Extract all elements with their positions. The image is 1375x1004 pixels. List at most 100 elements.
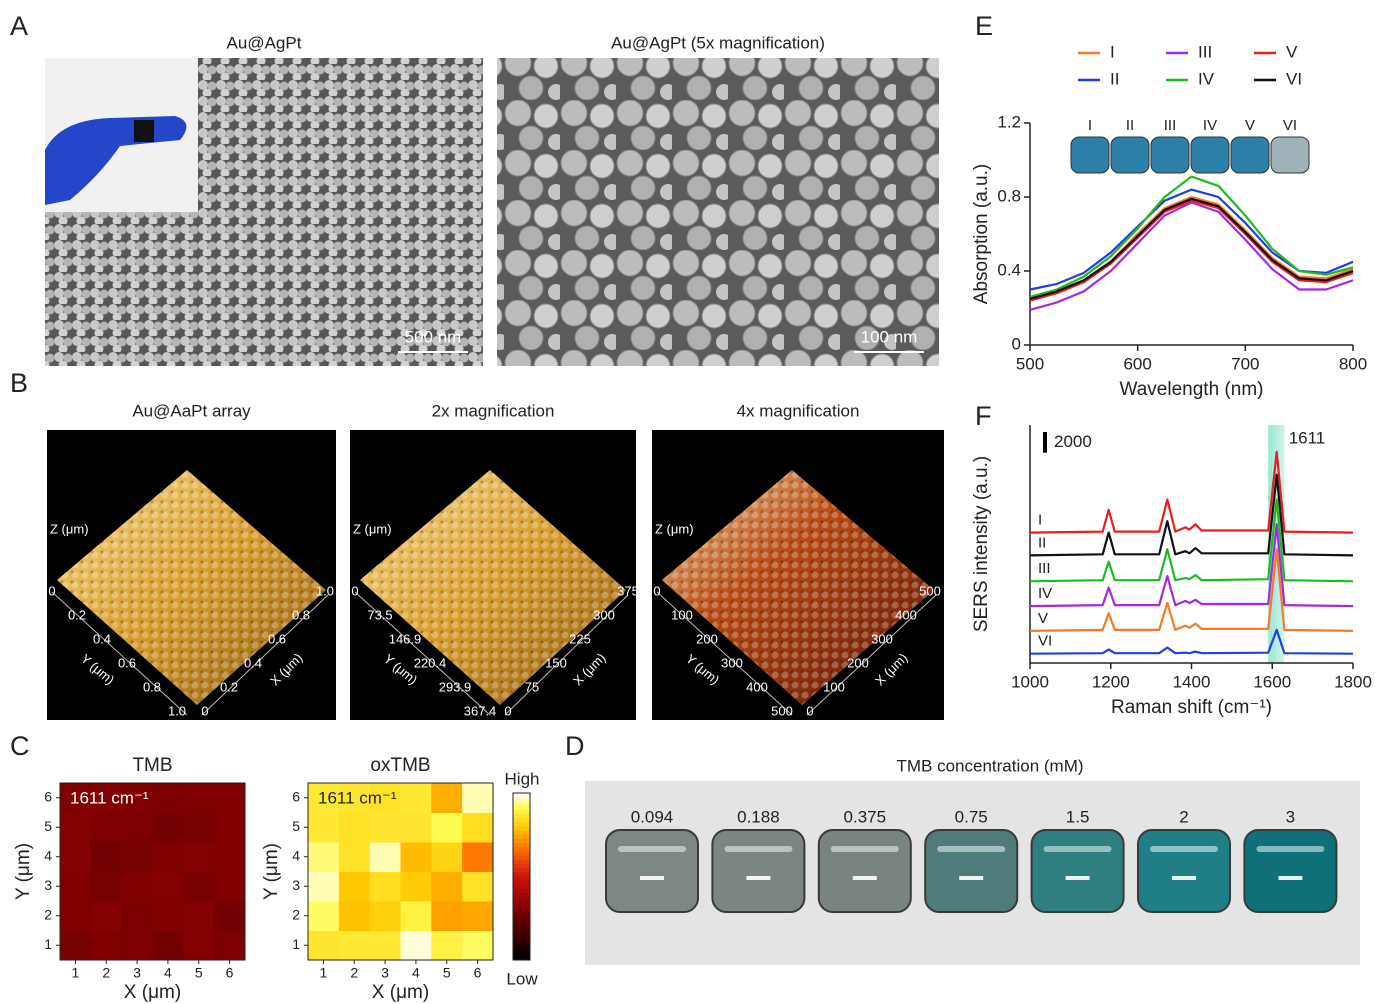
colorbar-segment: [513, 860, 530, 865]
vial-label: IV: [1203, 117, 1217, 134]
tick-label: 400: [895, 607, 917, 622]
tick-label: 100: [671, 607, 693, 622]
tick-label: 146.9: [389, 631, 422, 646]
heatmap-cell: [91, 872, 122, 902]
heatmap-cell: [339, 842, 370, 872]
concentration-label: 3: [1286, 807, 1295, 826]
heatmap-cell: [91, 931, 122, 961]
series-line: [1030, 630, 1353, 654]
heatmap-cell: [339, 901, 370, 931]
y-tick-label: 4: [292, 847, 300, 863]
y-tick-label: 6: [44, 788, 52, 804]
chart-title: oxTMB: [370, 755, 430, 776]
heatmap-cell: [401, 901, 432, 931]
vial-mark: [640, 876, 664, 880]
colorbar-segment: [513, 914, 530, 919]
heatmap-cell: [60, 931, 91, 961]
colorbar-segment: [513, 801, 530, 806]
vial-highlight: [1044, 846, 1112, 852]
heatmap-cell: [153, 813, 184, 843]
tick-label: 0.2: [220, 679, 238, 694]
series-line: [1030, 203, 1353, 310]
heatmap-cell: [308, 931, 339, 961]
colorbar-segment: [513, 810, 530, 815]
y-tick-label: 1: [292, 936, 300, 952]
x-tick-label: 700: [1231, 354, 1259, 373]
tick-label: 0: [653, 583, 660, 598]
colorbar-segment: [513, 806, 530, 811]
heatmap-cell: [122, 813, 153, 843]
colorbar-segment: [513, 864, 530, 869]
y-tick-label: 0: [1012, 334, 1021, 353]
heatmap-cell: [339, 813, 370, 843]
y-tick-label: 4: [44, 847, 52, 863]
concentration-label: 1.5: [1066, 807, 1090, 826]
series-line: [1030, 549, 1353, 631]
tick-label: 0.8: [292, 607, 310, 622]
colorbar-segment: [513, 902, 530, 907]
colorbar-segment: [513, 910, 530, 915]
series-line: [1030, 500, 1353, 582]
heatmap-cell: [122, 931, 153, 961]
colorbar-segment: [513, 893, 530, 898]
colorbar-segment: [513, 851, 530, 856]
vial-highlight: [1150, 846, 1218, 852]
tick-label: 75: [525, 679, 539, 694]
heatmap-cell: [462, 842, 493, 872]
y-axis-label: Y (μm): [13, 843, 34, 900]
x-axis-label: Wavelength (nm): [1120, 379, 1264, 400]
concentration-label: 2: [1179, 807, 1188, 826]
series-label: IV: [1038, 585, 1052, 602]
heatmap-cell: [431, 931, 462, 961]
tick-label: 200: [847, 655, 869, 670]
heatmap-cell: [153, 901, 184, 931]
chip: [134, 120, 154, 142]
colorbar-segment: [513, 918, 530, 923]
heatmap-cell: [183, 901, 214, 931]
tick-label: 0.6: [268, 631, 286, 646]
tick-label: 1.0: [316, 583, 334, 598]
legend-label: II: [1110, 69, 1119, 88]
y-tick-label: 3: [44, 877, 52, 893]
heatmap-cell: [91, 842, 122, 872]
tick-label: 150: [545, 655, 567, 670]
vial-photo: [1151, 137, 1189, 173]
vial-mark: [1172, 876, 1196, 880]
legend-label: III: [1198, 42, 1212, 61]
tick-label: 0.6: [118, 655, 136, 670]
vial: [819, 830, 911, 912]
series-line: [1030, 201, 1353, 301]
colorbar-segment: [513, 793, 530, 798]
tick-label: 0: [48, 583, 55, 598]
vial-highlight: [724, 846, 792, 852]
heatmap-cell: [308, 872, 339, 902]
x-tick-label: 2: [102, 965, 110, 981]
heatmap-cell: [91, 813, 122, 843]
vial: [1032, 830, 1124, 912]
x-tick-label: 3: [133, 965, 141, 981]
heatmap-cell: [462, 813, 493, 843]
colorbar-segment: [513, 897, 530, 902]
x-tick-label: 2: [350, 965, 358, 981]
colorbar-segment: [513, 922, 530, 927]
tick-label: 73.5: [367, 607, 392, 622]
vial-label: II: [1126, 117, 1134, 134]
colorbar-segment: [513, 872, 530, 877]
tick-label: 0: [351, 583, 358, 598]
colorbar-segment: [513, 947, 530, 952]
x-axis-label: X (μm): [124, 982, 181, 1003]
colorbar-segment: [513, 935, 530, 940]
vial-photo: [1111, 137, 1149, 173]
concentration-label: 0.75: [955, 807, 988, 826]
series-label: I: [1038, 512, 1042, 529]
tick-label: 0.4: [244, 655, 262, 670]
heatmap-cell: [462, 783, 493, 813]
x-tick-label: 1: [320, 965, 328, 981]
colorbar-segment: [513, 881, 530, 886]
x-tick-label: 4: [412, 965, 420, 981]
series-label: VI: [1038, 633, 1052, 650]
heatmap-cell: [153, 783, 184, 813]
series-label: III: [1038, 560, 1051, 577]
vial-mark: [853, 876, 877, 880]
x-tick-label: 1000: [1011, 672, 1049, 691]
